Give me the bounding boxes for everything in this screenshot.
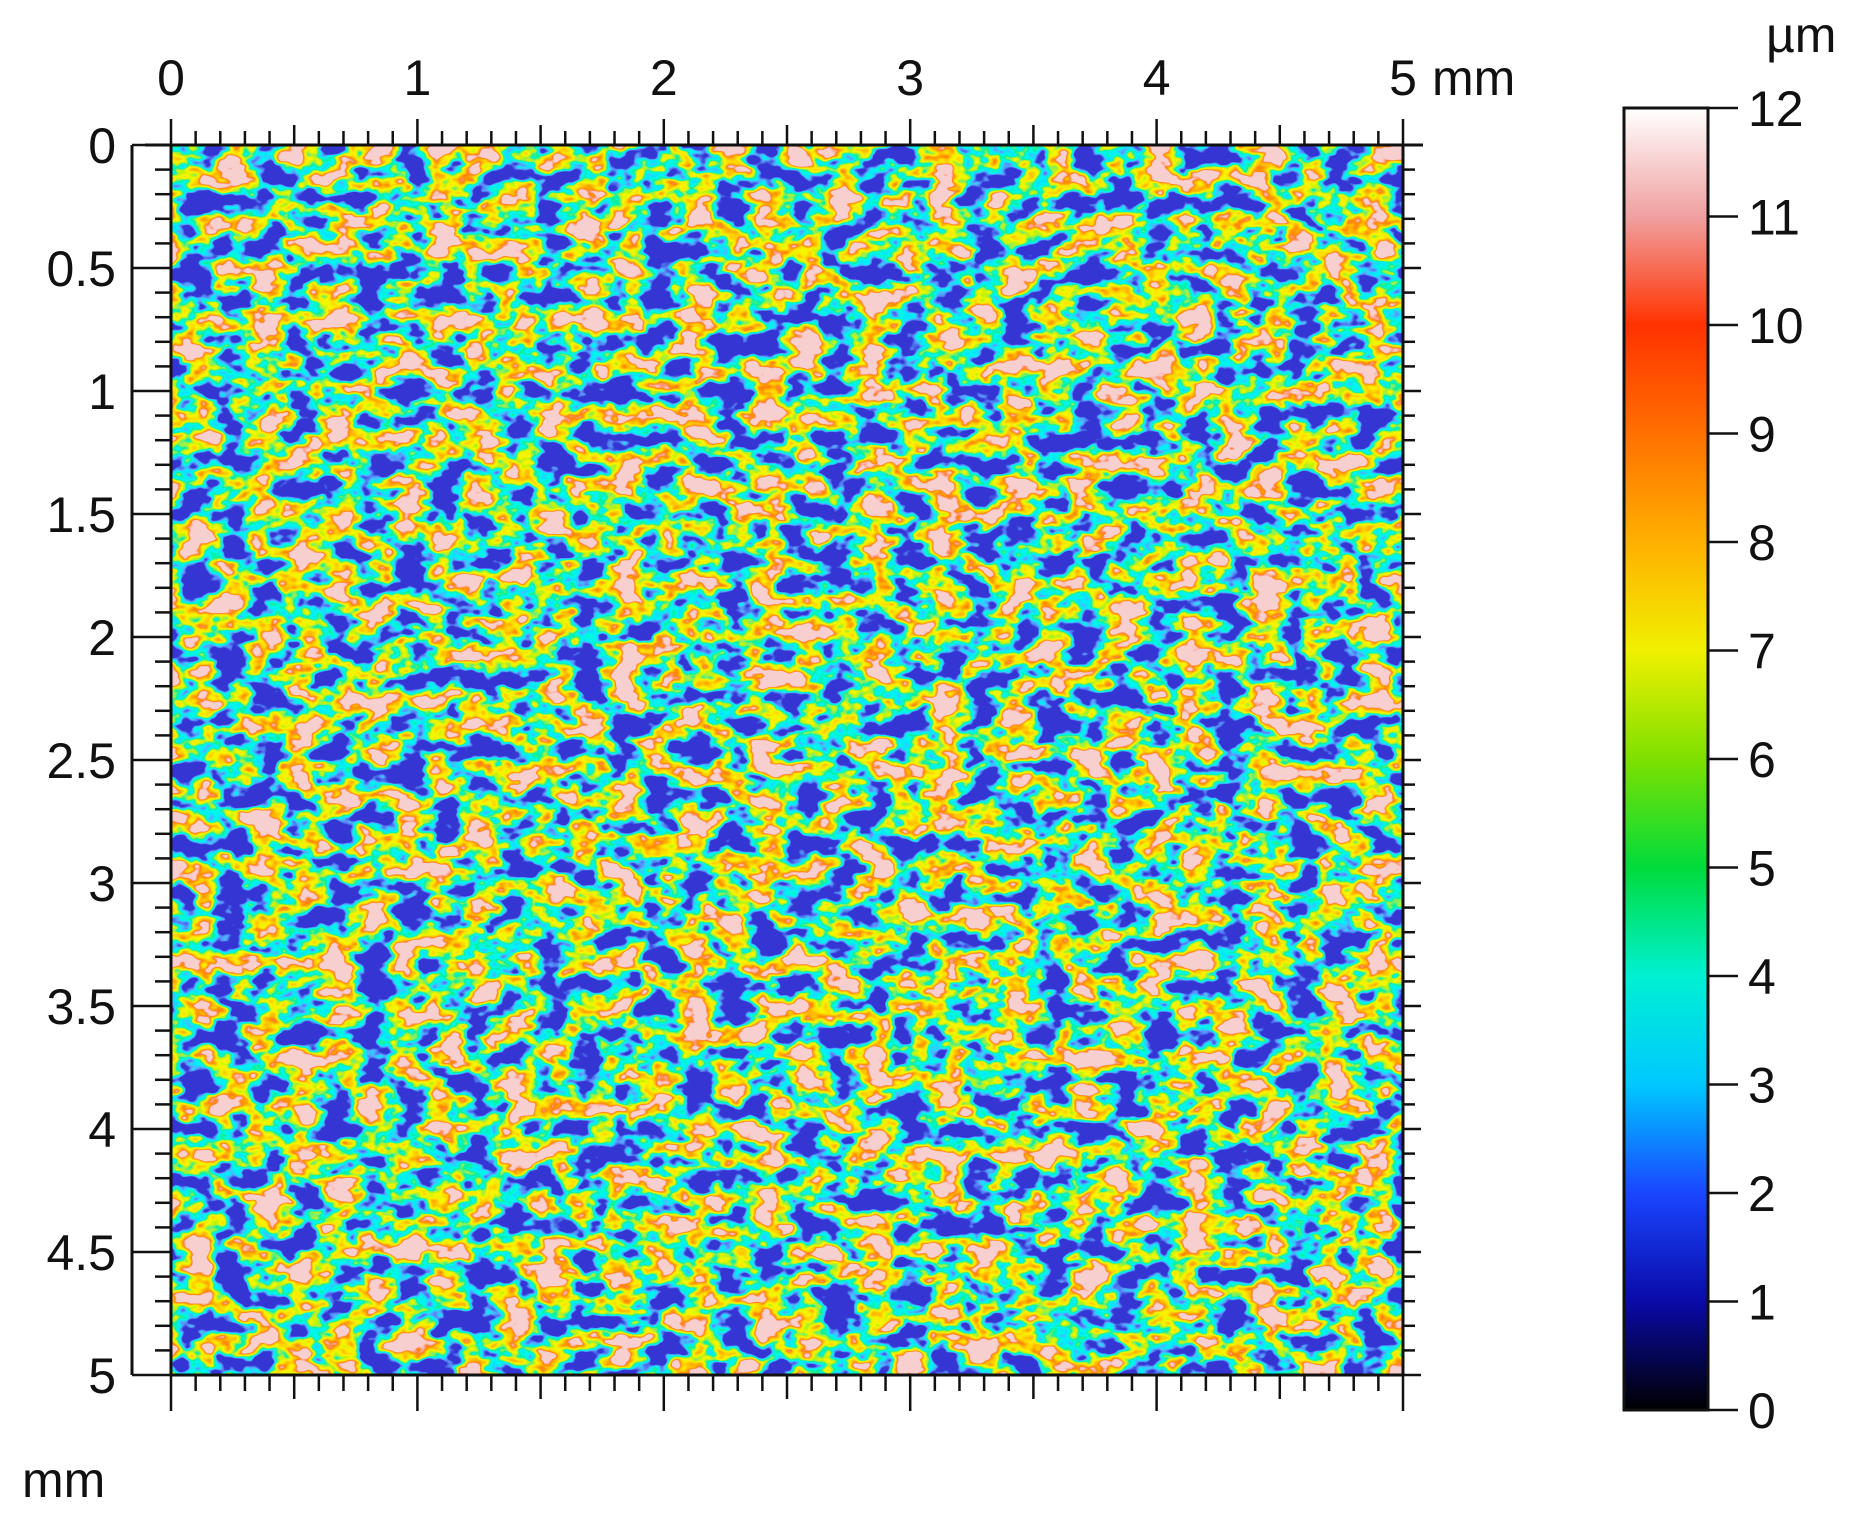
- y-tick-label: 3.5: [46, 979, 116, 1035]
- x-tick-label: 5: [1389, 50, 1417, 106]
- x-tick-label: 3: [896, 50, 924, 106]
- colorbar-tick-label: 0: [1748, 1383, 1776, 1439]
- x-axis-top: 0 1 2 3 4 5: [145, 50, 1423, 147]
- colorbar-tick-label: 5: [1748, 841, 1776, 897]
- x-axis-unit-label: mm: [1432, 50, 1515, 106]
- y-tick-label: 4.5: [46, 1225, 116, 1281]
- y-tick-label: 3: [88, 856, 116, 912]
- y-tick-label: 1: [88, 364, 116, 420]
- x-tick-label: 4: [1143, 50, 1171, 106]
- height-map-plot-area: [171, 145, 1403, 1375]
- colorbar-tick-label: 10: [1748, 298, 1804, 354]
- y-axis-unit-label: mm: [22, 1452, 105, 1508]
- colorbar-tick-label: 2: [1748, 1166, 1776, 1222]
- colorbar-tick-label: 12: [1748, 81, 1804, 137]
- colorbar-tick-label: 7: [1748, 624, 1776, 680]
- colorbar-tick-label: 4: [1748, 949, 1776, 1005]
- y-tick-label: 0.5: [46, 241, 116, 297]
- colorbar-tick-label: 8: [1748, 515, 1776, 571]
- y-tick-label: 0: [88, 118, 116, 174]
- y-tick-label: 2.5: [46, 733, 116, 789]
- colorbar-tick-label: 3: [1748, 1058, 1776, 1114]
- colorbar: [1624, 108, 1708, 1410]
- colorbar-tick-label: 9: [1748, 407, 1776, 463]
- colorbar-tick-label: 11: [1748, 190, 1800, 246]
- x-tick-label: 0: [157, 50, 185, 106]
- x-tick-label: 1: [403, 50, 431, 106]
- y-tick-label: 4: [88, 1102, 116, 1158]
- colorbar-tick-label: 6: [1748, 732, 1776, 788]
- colorbar-tick-label: 1: [1748, 1275, 1776, 1331]
- y-tick-label: 1.5: [46, 487, 116, 543]
- x-axis-bottom: [169, 1373, 1405, 1411]
- y-axis-left: 0 0.5 1 1.5 2 2.5 3 3.5 4 4.5 5: [46, 118, 1421, 1404]
- y-tick-label: 2: [88, 610, 116, 666]
- x-tick-label: 2: [650, 50, 678, 106]
- colorbar-unit-label: µm: [1766, 7, 1836, 63]
- y-tick-label: 5: [88, 1348, 116, 1404]
